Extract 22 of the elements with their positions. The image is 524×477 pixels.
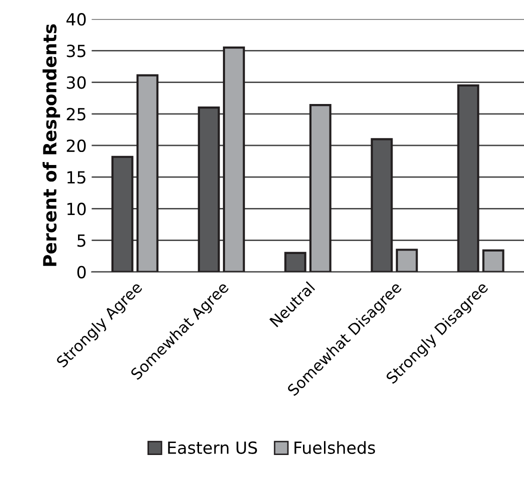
y-tick-label: 5	[78, 234, 86, 247]
legend-label: Fuelsheds	[294, 441, 375, 454]
bar	[222, 46, 245, 272]
y-tick-label: 40	[66, 13, 86, 26]
bar	[370, 138, 393, 272]
y-tick-label: 25	[66, 108, 86, 120]
y-tick-label: 0	[77, 266, 86, 278]
bar	[111, 156, 134, 272]
bar	[309, 104, 332, 272]
y-tick-label: 10	[67, 202, 86, 216]
y-axis-title: Percent of Respondents	[42, 24, 60, 266]
y-tick-label: 30	[66, 76, 86, 89]
legend-label: Eastern US	[168, 441, 258, 454]
bar	[198, 106, 220, 272]
bar	[396, 248, 418, 272]
bar	[136, 74, 158, 272]
bar	[482, 249, 504, 272]
bar	[457, 84, 480, 272]
y-tick-label: 15	[67, 171, 86, 184]
y-tick-label: 20	[66, 139, 86, 152]
y-tick-label: 35	[66, 44, 86, 58]
bar	[284, 252, 306, 272]
